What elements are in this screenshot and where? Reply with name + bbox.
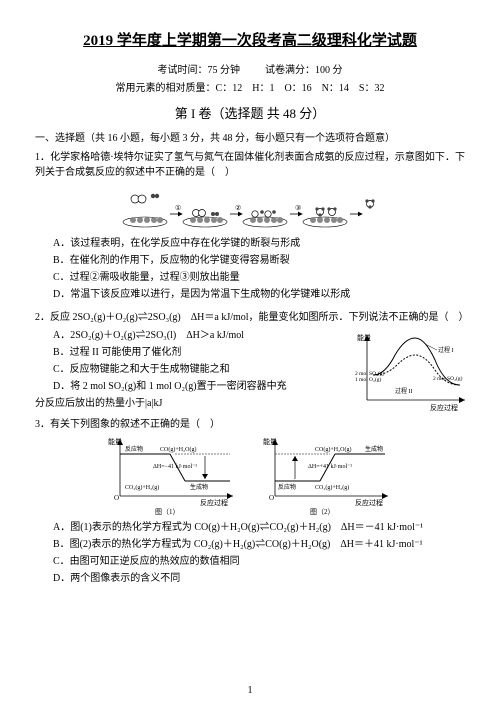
svg-text:ΔH=+41 kJ·mol⁻¹: ΔH=+41 kJ·mol⁻¹ <box>308 464 352 470</box>
masses-line: 常用元素的相对质量：C：12 H：1 O：16 N：14 S：32 <box>35 81 465 96</box>
part1-header: 一、选择题（共 16 小题，每小题 3 分，共 48 分，每小题只有一个选项符合… <box>35 131 465 146</box>
q2-opt-c: C．反应物键能之和大于生成物键能之和 <box>35 362 325 377</box>
time-value: 75 分钟 <box>208 65 241 76</box>
svg-text:O: O <box>114 494 119 502</box>
svg-text:生成物: 生成物 <box>365 445 383 453</box>
svg-text:CO(g)+H₂O(g): CO(g)+H₂O(g) <box>160 446 196 453</box>
svg-text:③: ③ <box>295 204 301 212</box>
q1-diagram: ① ② ③ <box>120 184 380 232</box>
svg-text:CO₂(g)+H₂(g): CO₂(g)+H₂(g) <box>315 484 349 491</box>
meta-line-1: 考试时间：75 分钟 试卷满分：100 分 <box>35 63 465 78</box>
svg-text:②: ② <box>235 204 241 212</box>
q2-opt-d: D．将 2 mol SO₂(g)和 1 mol O₂(g)置于一密闭容器中充 <box>35 379 325 394</box>
q1-opt-d: D．常温下该反应难以进行，是因为常温下生成物的化学键难以形成 <box>35 287 465 302</box>
svg-text:2 mol SO₂(g): 2 mol SO₂(g) <box>355 370 385 377</box>
svg-text:1 mol O₂(g): 1 mol O₂(g) <box>355 376 382 383</box>
svg-text:能量: 能量 <box>263 437 277 446</box>
score-label: 试卷满分： <box>265 65 315 76</box>
score-value: 100 分 <box>315 65 343 76</box>
q3-stem: 3．有关下列图象的叙述不正确的是（ ） <box>35 417 465 432</box>
q1-opt-c: C．过程②需吸收能量，过程③则放出能量 <box>35 270 465 285</box>
q2-stem: 2．反应 2SO₂(g)＋O₂(g)⇌2SO₃(g) ΔH＝a kJ/mol，能… <box>35 310 465 325</box>
svg-text:反应过程: 反应过程 <box>200 498 228 507</box>
q1-stem: 1．化学家格哈德·埃特尔证实了氢气与氮气在固体催化剂表面合成氨的反应过程，示意图… <box>35 150 465 180</box>
q3-opt-b: B．图(2)表示的热化学方程式为 CO₂(g)＋H₂(g)⇌CO(g)＋H₂O(… <box>35 537 465 552</box>
svg-text:能量: 能量 <box>108 437 122 446</box>
svg-text:反应物: 反应物 <box>278 483 296 491</box>
svg-text:①: ① <box>175 204 181 212</box>
q3-opt-d: D．两个图像表示的含义不同 <box>35 571 465 586</box>
exam-title: 2019 学年度上学期第一次段考高二级理科化学试题 <box>35 30 465 53</box>
svg-text:过程 II: 过程 II <box>395 387 413 395</box>
q3-chart-2: 能量 反应过程 O CO(g)+H₂O(g) 生成物 ΔH=+41 kJ·mol… <box>260 436 395 516</box>
svg-text:能量: 能量 <box>357 333 371 342</box>
svg-text:反应过程: 反应过程 <box>430 403 458 412</box>
svg-text:ΔH=−41 kJ·mol⁻¹: ΔH=−41 kJ·mol⁻¹ <box>153 464 197 470</box>
q2-energy-chart: 能量 反应过程 过程 I 过程 II 2 mol SO₂(g) 1 mol O₂… <box>355 330 470 415</box>
svg-text:生成物: 生成物 <box>190 483 208 491</box>
svg-text:O: O <box>269 494 274 502</box>
q3-opt-a: A．图(1)表示的热化学方程式为 CO(g)＋H₂O(g)⇌CO₂(g)＋H₂(… <box>35 520 465 535</box>
svg-text:CO(g)+H₂O(g): CO(g)+H₂O(g) <box>315 446 351 453</box>
svg-text:CO₂(g)+H₂(g): CO₂(g)+H₂(g) <box>125 484 159 491</box>
svg-text:2 mol SO₃(g): 2 mol SO₃(g) <box>433 375 463 382</box>
q3-charts: 能量 反应过程 O 反应物 CO(g)+H₂O(g) ΔH=−41 kJ·mol… <box>35 436 465 516</box>
svg-text:过程 I: 过程 I <box>438 346 454 354</box>
svg-text:反应物: 反应物 <box>125 445 143 453</box>
section-1-title: 第 I 卷（选择题 共 48 分） <box>35 104 465 124</box>
time-label: 考试时间： <box>158 65 208 76</box>
svg-text:反应过程: 反应过程 <box>355 498 383 507</box>
q3-opt-c: C．由图可知正逆反应的热效应的数值相同 <box>35 554 465 569</box>
q2-opt-a: A．2SO₂(g)＋O₂(g)⇌2SO₃(l) ΔH＞a kJ/mol <box>35 328 325 343</box>
page-number: 1 <box>0 683 500 698</box>
q1-opt-b: B．在催化剂的作用下，反应物的化学键变得容易断裂 <box>35 253 465 268</box>
q2-opt-b: B．过程 II 可能使用了催化剂 <box>35 345 325 360</box>
q1-opt-a: A．该过程表明，在化学反应中存在化学键的断裂与形成 <box>35 236 465 251</box>
q3-chart-1: 能量 反应过程 O 反应物 CO(g)+H₂O(g) ΔH=−41 kJ·mol… <box>105 436 240 516</box>
svg-text:图（2）: 图（2） <box>310 508 335 516</box>
svg-text:图（1）: 图（1） <box>155 508 180 516</box>
